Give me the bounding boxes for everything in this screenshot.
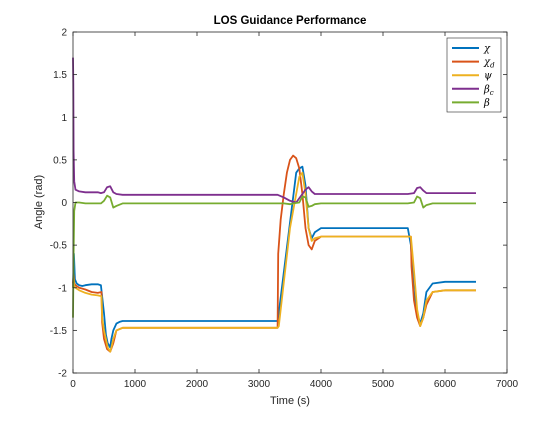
y-tick-label: 2 [61, 28, 67, 39]
y-tick-label: -0.5 [50, 241, 68, 252]
y-tick-label: 0 [61, 198, 67, 209]
y-tick-label: 1.5 [53, 70, 67, 81]
x-tick-label: 3000 [248, 379, 271, 390]
y-tick-label: -1 [58, 283, 67, 294]
x-tick-label: 0 [70, 379, 76, 390]
y-axis-label: Angle (rad) [33, 175, 45, 229]
legend-label-0: χ [483, 44, 491, 55]
legend-label-2: ψ [484, 71, 492, 82]
legend-label-1: χd [483, 57, 495, 70]
series-line-4 [72, 194, 476, 318]
tick-layer: 0 1000 2000 3000 4000 5000 6000 7000 -2 -1.5 -1 -0.… [50, 28, 519, 391]
x-tick-label: 6000 [434, 379, 457, 390]
x-axis-label: Time (s) [270, 395, 310, 407]
series-layer [72, 57, 476, 353]
legend-label-4: β [483, 98, 490, 109]
chart-title: LOS Guidance Performance [214, 15, 367, 27]
legend-label-3: βc [483, 84, 494, 97]
x-tick-label: 7000 [496, 379, 519, 390]
axes-box [72, 31, 508, 374]
y-tick-label: 1 [61, 113, 67, 124]
x-tick-label: 5000 [372, 379, 395, 390]
series-line-2 [72, 171, 476, 353]
y-tick-label: 0.5 [53, 155, 67, 166]
y-tick-label: -1.5 [50, 326, 68, 337]
x-tick-label: 1000 [124, 379, 147, 390]
x-tick-label: 4000 [310, 379, 333, 390]
y-tick-label: -2 [58, 369, 67, 380]
x-tick-label: 2000 [186, 379, 209, 390]
series-line-3 [72, 57, 476, 204]
series-line-1 [72, 154, 476, 353]
legend: χ χdψ βcβ [446, 37, 502, 113]
